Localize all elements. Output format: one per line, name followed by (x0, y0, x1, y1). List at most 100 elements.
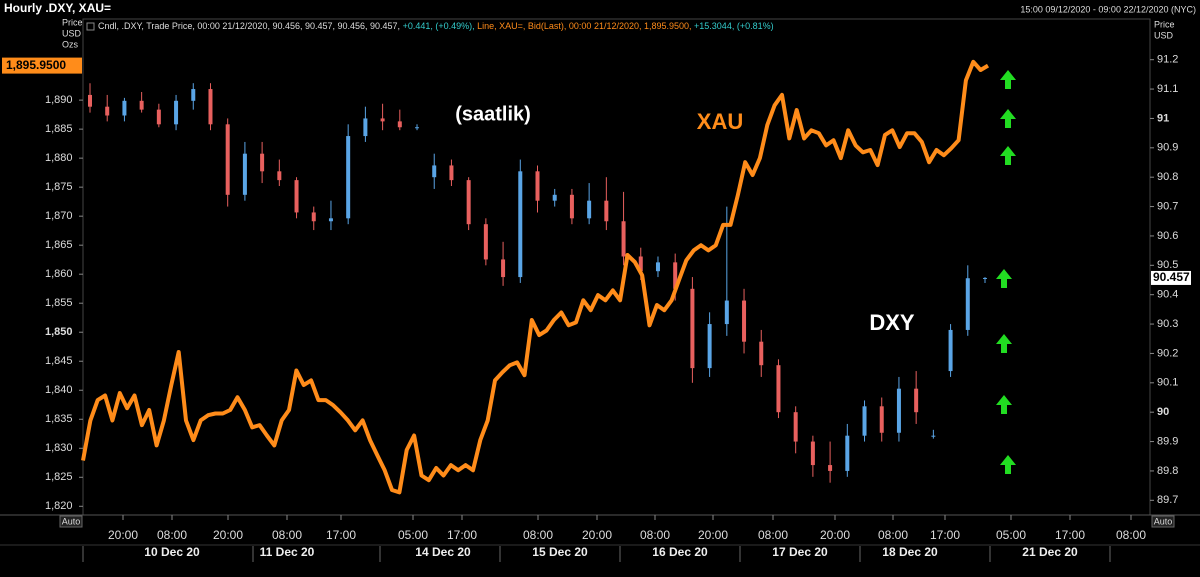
last-value-box (1151, 270, 1191, 285)
auto-button[interactable] (1151, 515, 1175, 528)
y2-tick-label: 90.5 (1157, 259, 1178, 271)
candle-body (397, 121, 402, 128)
info-part: +0.441, (+0.49%), (403, 21, 478, 31)
x-tick-label: 08:00 (878, 528, 908, 542)
date-label: 17 Dec 20 (772, 545, 828, 559)
auto-label[interactable]: Auto (62, 516, 81, 526)
y2-tick-label: 90.2 (1157, 347, 1178, 359)
x-tick-label: 08:00 (272, 528, 302, 542)
candle-body (260, 153, 265, 172)
y-tick-label: 1,835 (45, 413, 73, 425)
annotation: (saatlik) (455, 103, 531, 125)
candle-body (948, 329, 953, 372)
y-label: Price (62, 17, 83, 27)
date-label: 14 Dec 20 (415, 545, 471, 559)
candle-body (776, 365, 781, 413)
candle-body (415, 127, 420, 129)
candle-body (793, 412, 798, 442)
y2-tick-label: 91 (1157, 112, 1169, 124)
candle-body (122, 100, 127, 116)
y2-tick-label: 91.2 (1157, 54, 1178, 66)
y2-tick-label: 89.9 (1157, 435, 1178, 447)
x-tick-label: 20:00 (108, 528, 138, 542)
candle-body (518, 171, 523, 278)
candle-body (931, 435, 936, 437)
candle-body (587, 200, 592, 219)
y-tick-label: 1,860 (45, 268, 73, 280)
candle-body (621, 221, 626, 257)
y-tick-label: 1,890 (45, 94, 73, 106)
candle-body (724, 300, 729, 325)
candle-body (346, 136, 351, 219)
info-icon (86, 22, 95, 31)
x-tick-label: 08:00 (523, 528, 553, 542)
auto-button[interactable] (59, 515, 83, 528)
x-tick-label: 05:00 (398, 528, 428, 542)
candle-body (483, 224, 488, 260)
candle-body (879, 406, 884, 433)
y-tick-label: 1,855 (45, 297, 73, 309)
candle-body (896, 388, 901, 433)
y2-tick-label: 89.8 (1157, 465, 1178, 477)
candle-body (552, 194, 557, 201)
candle-body (208, 89, 213, 125)
auto-label[interactable]: Auto (1154, 516, 1173, 526)
candle-body (363, 118, 368, 137)
x-tick-label: 20:00 (582, 528, 612, 542)
up-arrow (1000, 109, 1016, 128)
y2-tick-label: 89.7 (1157, 494, 1178, 506)
info-line: Cndl, .DXY, Trade Price, 00:00 21/12/202… (98, 21, 774, 31)
candle-body (466, 180, 471, 225)
x-tick-label: 17:00 (326, 528, 356, 542)
chart-title: Hourly .DXY, XAU= (4, 1, 111, 15)
candle-body (707, 324, 712, 369)
candle-body (311, 212, 316, 222)
info-part: Line, XAU=, Bid(Last), 00:00 21/12/2020,… (477, 21, 694, 31)
y2-label: Price (1154, 19, 1175, 29)
candle-body (328, 218, 333, 222)
y-tick-label: 1,845 (45, 355, 73, 367)
up-arrow (996, 334, 1012, 353)
y2-tick-label: 90.8 (1157, 171, 1178, 183)
date-label: 10 Dec 20 (144, 545, 200, 559)
arrows (996, 70, 1016, 474)
up-arrow (1000, 70, 1016, 89)
candle-body (88, 94, 92, 107)
candle-body (742, 300, 747, 342)
x-tick-label: 20:00 (213, 528, 243, 542)
x-tick-label: 20:00 (698, 528, 728, 542)
x-tick-label: 08:00 (157, 528, 187, 542)
candle-body (432, 165, 437, 178)
x-tick-label: 08:00 (1116, 528, 1146, 542)
x-tick-label: 17:00 (930, 528, 960, 542)
candle-body (569, 194, 574, 219)
candle-body (225, 124, 230, 195)
candle-body (965, 278, 970, 330)
candle-body (638, 256, 643, 272)
candle-body (139, 100, 144, 110)
y2-tick-label: 90.9 (1157, 142, 1178, 154)
candle-body (655, 262, 660, 272)
info-part: +15.3044, (+0.81%) (694, 21, 774, 31)
y2-tick-label: 90.1 (1157, 377, 1178, 389)
y2-label: USD (1154, 30, 1174, 40)
x-tick-label: 17:00 (1055, 528, 1085, 542)
date-label: 21 Dec 20 (1022, 545, 1078, 559)
last-value-label: 1,895.9500 (6, 58, 66, 72)
candle-body (191, 89, 196, 101)
y-tick-label: 1,820 (45, 500, 73, 512)
y-tick-label: 1,885 (45, 123, 73, 135)
candle-body (174, 100, 179, 125)
y-tick-label: 1,850 (45, 326, 73, 338)
candle-body (105, 106, 110, 116)
y2-tick-label: 90.3 (1157, 318, 1178, 330)
y2-tick-label: 91.1 (1157, 83, 1178, 95)
up-arrow (1000, 146, 1016, 165)
last-value-box (2, 57, 82, 74)
candle-body (156, 109, 161, 125)
candle-body (810, 441, 815, 466)
y-tick-label: 1,840 (45, 384, 73, 396)
candle-body (380, 118, 385, 122)
x-tick-label: 17:00 (447, 528, 477, 542)
